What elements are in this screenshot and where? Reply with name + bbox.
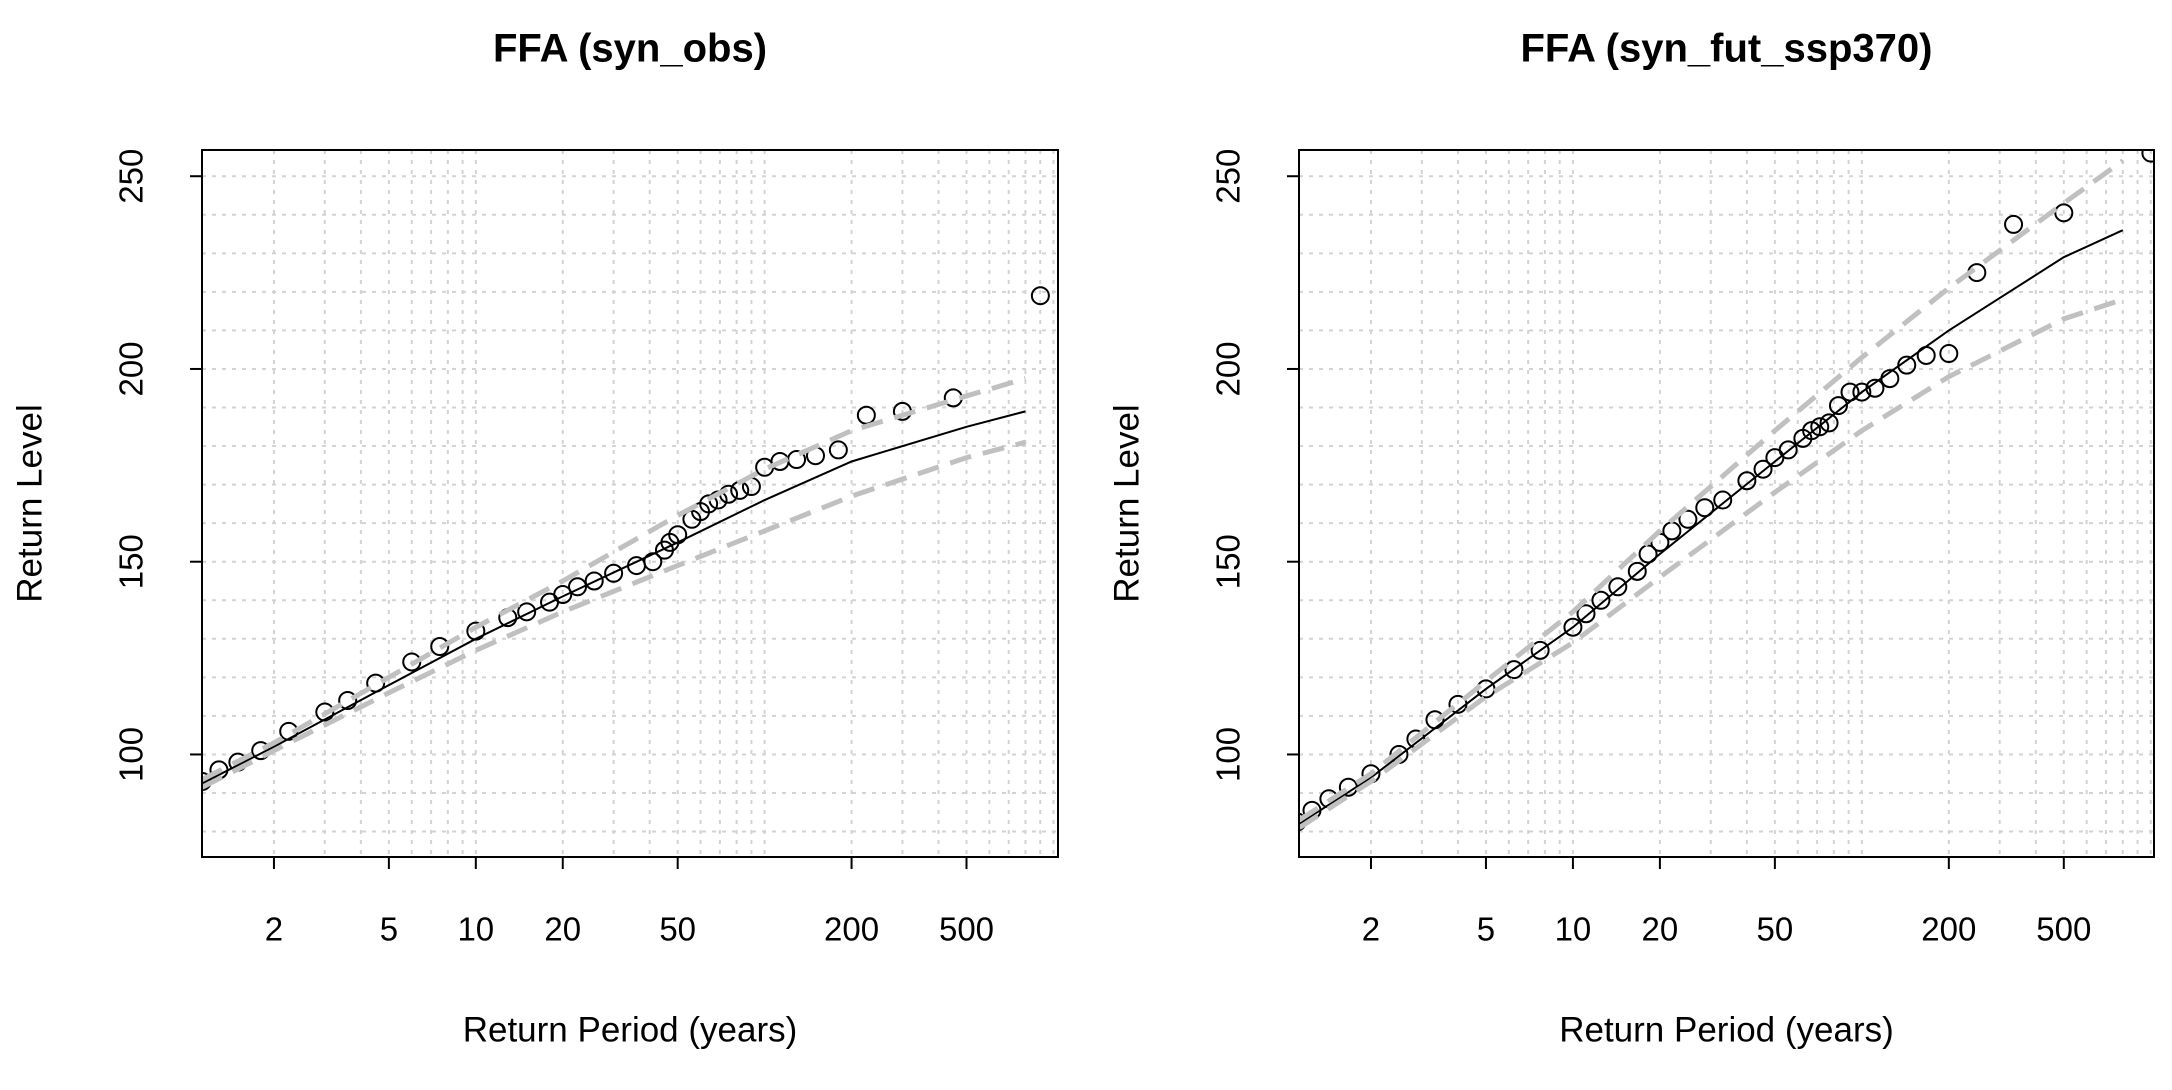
x-tick-label: 500 [939, 911, 994, 948]
data-point [338, 690, 358, 710]
y-tick-label: 150 [113, 534, 150, 589]
confidence-line [1299, 297, 2124, 830]
data-point [1753, 459, 1773, 479]
y-axis-title: Return Level [1107, 404, 1146, 602]
data-point [1695, 498, 1715, 518]
x-tick-label: 2 [1362, 911, 1380, 948]
data-point [540, 592, 560, 612]
plot-frame [1298, 149, 2155, 858]
y-tick-label: 200 [1210, 341, 1247, 396]
x-tick-label: 200 [824, 911, 879, 948]
data-point [1828, 396, 1848, 416]
data-point [654, 540, 674, 560]
data-point [2054, 203, 2074, 223]
data-point [1627, 561, 1647, 581]
data-point [2141, 150, 2154, 163]
y-tick-label: 100 [113, 727, 150, 782]
data-point [568, 577, 588, 597]
y-tick-label: 200 [113, 341, 150, 396]
chart-title: FFA (syn_obs) [493, 27, 767, 71]
x-tick-label: 2 [265, 911, 283, 948]
data-point [1737, 471, 1757, 491]
data-point [1504, 660, 1524, 680]
data-point [1852, 382, 1872, 402]
data-point [1030, 286, 1050, 306]
data-point [1576, 604, 1596, 624]
data-point [1608, 577, 1628, 597]
x-tick-label: 20 [544, 911, 581, 948]
data-point [604, 563, 624, 583]
y-tick-label: 100 [1210, 727, 1247, 782]
y-tick-label: 250 [1210, 149, 1247, 204]
data-point [1563, 617, 1583, 637]
data-point [517, 602, 537, 622]
fit-line [202, 410, 1026, 785]
data-point [856, 405, 876, 425]
data-point [430, 637, 450, 657]
x-axis-title: Return Period (years) [463, 1010, 798, 1049]
data-point [1530, 640, 1550, 660]
data-point [828, 440, 848, 460]
x-tick-label: 5 [1477, 911, 1495, 948]
x-tick-label: 500 [2036, 911, 2091, 948]
plot-frame [201, 149, 1059, 858]
data-point [1793, 428, 1813, 448]
data-point [1638, 544, 1658, 564]
chart-title: FFA (syn_fut_ssp370) [1521, 27, 1933, 71]
x-axis-title: Return Period (years) [1559, 1010, 1894, 1049]
x-tick-label: 200 [1921, 911, 1976, 948]
x-tick-label: 50 [659, 911, 696, 948]
data-point [1591, 590, 1611, 610]
x-tick-label: 5 [380, 911, 398, 948]
x-tick-label: 50 [1757, 911, 1794, 948]
x-tick-label: 10 [457, 911, 494, 948]
x-tick-label: 10 [1555, 911, 1592, 948]
data-point [1765, 448, 1785, 468]
data-point [682, 509, 702, 529]
confidence-line [202, 439, 1027, 790]
y-tick-label: 150 [1210, 534, 1247, 589]
data-point [584, 571, 604, 591]
fit-line [1299, 229, 2124, 825]
data-point [1819, 413, 1839, 433]
confidence-line [202, 376, 1027, 782]
data-point [1678, 509, 1698, 529]
data-point [2004, 214, 2024, 234]
x-tick-label: 20 [1642, 911, 1679, 948]
y-axis-title: Return Level [10, 404, 49, 602]
data-point [1713, 490, 1733, 510]
data-point [1939, 344, 1959, 364]
y-tick-label: 250 [113, 149, 150, 204]
